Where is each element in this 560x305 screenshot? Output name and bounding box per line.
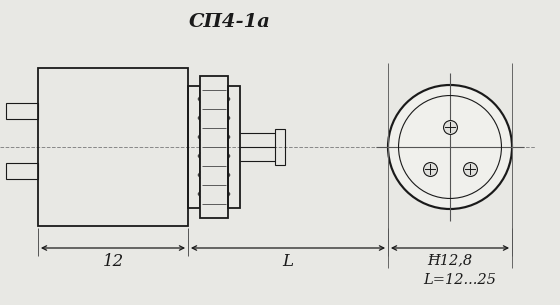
Text: Ħ12,8: Ħ12,8 (427, 253, 473, 267)
Bar (6, 163, 38, 179)
Bar (188, 86, 200, 208)
Bar (38, 68, 188, 226)
Text: 12: 12 (102, 253, 124, 270)
Bar (275, 129, 285, 165)
Bar (200, 76, 228, 218)
Text: L=12...25: L=12...25 (423, 273, 496, 287)
Text: СП4-1а: СП4-1а (189, 13, 271, 31)
Bar (6, 103, 38, 119)
Text: L: L (282, 253, 293, 270)
Circle shape (388, 85, 512, 209)
Bar (228, 86, 240, 208)
